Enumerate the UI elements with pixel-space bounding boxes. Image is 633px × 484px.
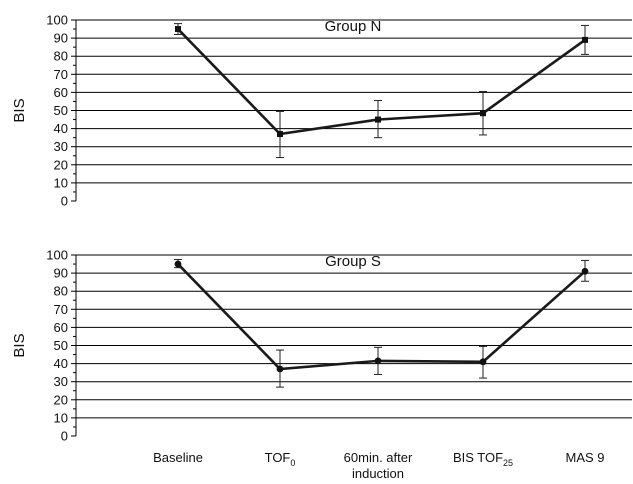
y-tick-label: 50: [54, 103, 68, 118]
x-tick-label: 60min. after: [344, 450, 413, 465]
y-tick-label: 70: [54, 302, 68, 317]
y-tick-label: 90: [54, 31, 68, 46]
y-tick-label: 90: [54, 266, 68, 281]
data-point: [276, 365, 284, 373]
x-tick-label-line2: induction: [352, 466, 404, 481]
data-point: [175, 26, 181, 33]
y-tick-label: 100: [46, 248, 68, 263]
data-point: [174, 260, 182, 268]
panel-group-s: 0 10 20 30 40 50 60 70 80 90 100 BIS Group S: [11, 248, 632, 444]
y-tick-label: 30: [54, 374, 68, 389]
data-point: [582, 36, 588, 43]
chart-title: Group S: [325, 253, 381, 270]
y-axis-label: BIS: [11, 98, 28, 122]
series-line: [177, 28, 586, 136]
y-tick-label: 40: [54, 121, 68, 136]
x-tick-label: Baseline: [153, 450, 203, 465]
y-tick-label: 70: [54, 67, 68, 82]
y-tick-label: 10: [54, 175, 68, 190]
data-point: [277, 131, 283, 138]
data-point: [581, 267, 589, 275]
panel-group-n: 0 10 20 30 40 50 60 70 80 90 100 BIS Group N: [11, 13, 632, 209]
x-tick-label: TOF0: [265, 450, 296, 468]
y-tick-label: 40: [54, 356, 68, 371]
y-tick-label: 60: [54, 85, 68, 100]
y-tick-label: 60: [54, 320, 68, 335]
data-point: [375, 116, 381, 123]
y-tick-label: 0: [61, 429, 68, 444]
y-tick-label: 80: [54, 284, 68, 299]
x-tick-label: BIS TOF25: [453, 450, 513, 468]
series-line: [177, 263, 586, 371]
y-tick-label: 30: [54, 139, 68, 154]
y-tick-label: 50: [54, 338, 68, 353]
y-tick-label: 100: [46, 13, 68, 28]
data-point: [480, 110, 486, 117]
y-tick-label: 0: [61, 194, 68, 209]
y-tick-label: 80: [54, 49, 68, 64]
data-point: [374, 357, 382, 365]
y-tick-label: 10: [54, 410, 68, 425]
y-tick-label: 20: [54, 392, 68, 407]
data-point: [479, 358, 487, 366]
y-axis-label: BIS: [11, 333, 28, 357]
y-tick-label: 20: [54, 157, 68, 172]
x-tick-label: MAS 9: [565, 450, 604, 465]
chart-title: Group N: [325, 18, 382, 35]
